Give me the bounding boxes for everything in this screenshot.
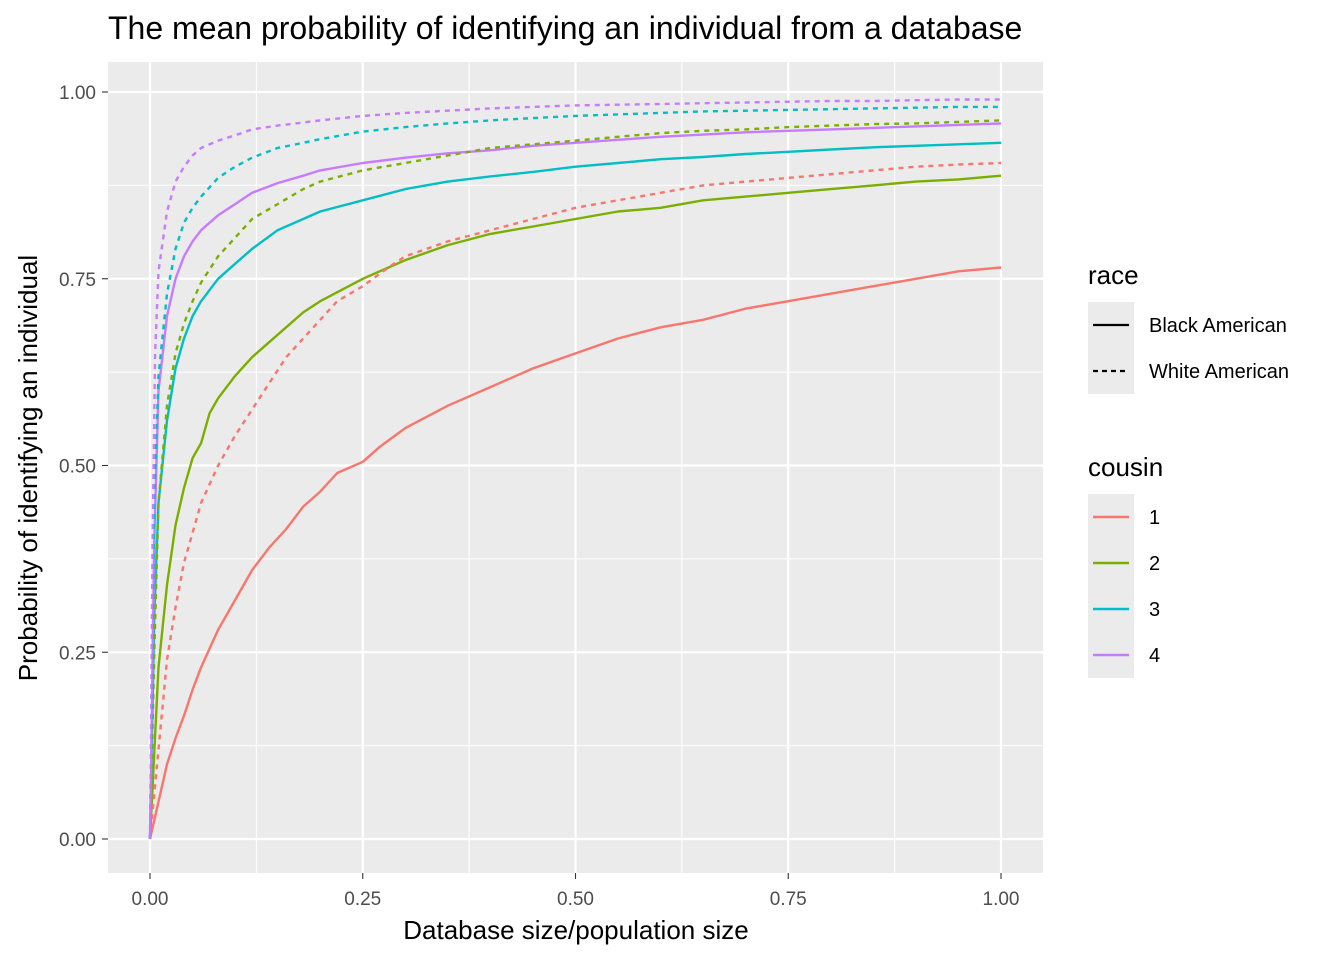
x-tick-label: 1.00 [983, 889, 1020, 910]
x-tick-label: 0.75 [770, 889, 807, 910]
y-tick-label: 0.00 [59, 830, 96, 851]
legend-race-title: race [1088, 260, 1139, 290]
y-tick-label: 1.00 [59, 83, 96, 104]
series-line-white-american-cousin-1 [148, 161, 1002, 840]
legend-label-cousin-3: 3 [1149, 599, 1160, 621]
series-line-black-american-cousin-3 [148, 141, 1002, 840]
legend-label-black-american: Black American [1149, 315, 1287, 337]
legend-label-white-american: White American [1149, 361, 1289, 383]
legend-race-key-bg [1088, 302, 1134, 394]
x-tick-label: 0.50 [557, 889, 594, 910]
y-tick-label: 0.25 [59, 643, 96, 664]
series-line-white-american-cousin-3 [148, 105, 1001, 840]
legend-race: race Black American White American [1088, 260, 1289, 394]
series-line-black-american-cousin-1 [148, 266, 1002, 840]
legend-cousin-key-bg [1088, 494, 1134, 678]
chart-title: The mean probability of identifying an i… [108, 10, 1022, 46]
y-axis-ticks: 0.00 0.25 0.50 0.75 1.00 [59, 83, 108, 851]
legend-label-cousin-2: 2 [1149, 553, 1160, 575]
x-axis-ticks: 0.00 0.25 0.50 0.75 1.00 [132, 873, 1020, 910]
y-tick-label: 0.50 [59, 457, 96, 478]
x-tick-label: 0.25 [344, 889, 381, 910]
y-axis-title: Probability of identifying an individual [13, 255, 43, 681]
series-line-white-american-cousin-2 [148, 119, 1002, 840]
series-line-black-american-cousin-4 [148, 122, 1002, 840]
series-line-white-american-cousin-4 [148, 98, 1001, 840]
x-axis-title: Database size/population size [403, 915, 748, 945]
x-tick-label: 0.00 [132, 889, 169, 910]
legend-label-cousin-4: 4 [1149, 645, 1160, 667]
series-lines [148, 98, 1002, 840]
y-tick-label: 0.75 [59, 270, 96, 291]
grid-lines [108, 62, 1043, 873]
legend-cousin: cousin 1 2 3 4 [1088, 452, 1163, 678]
legend-cousin-title: cousin [1088, 452, 1163, 482]
legend-label-cousin-1: 1 [1149, 507, 1160, 529]
